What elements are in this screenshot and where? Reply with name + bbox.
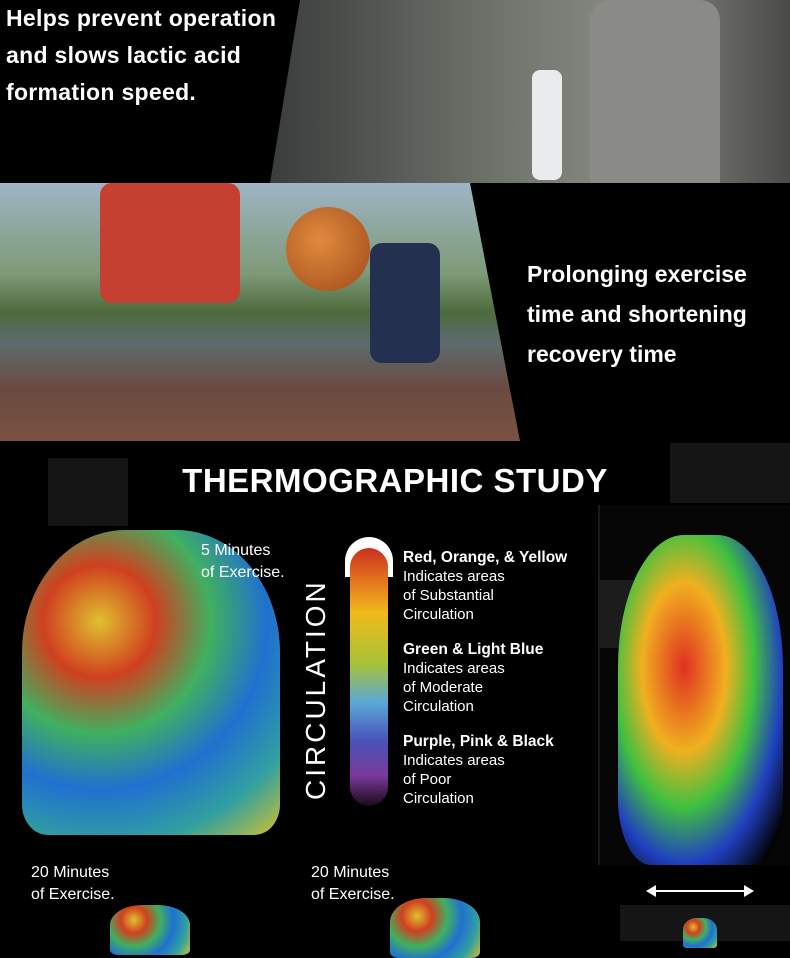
caption-line: time and shortening: [527, 301, 747, 327]
legend-heading: Green & Light Blue: [403, 641, 544, 658]
defender-figure: [370, 243, 440, 363]
caption-line: 20 Minutes: [311, 864, 390, 881]
scale-label: CIRCULATION: [300, 579, 331, 800]
decor-square: [48, 458, 128, 526]
caption-5min: 5 Minutes of Exercise.: [201, 540, 285, 584]
decor-square: [670, 443, 790, 503]
thermal-image-20min-b: [390, 898, 480, 958]
basketball: [286, 207, 370, 291]
legend-line: Circulation: [403, 790, 474, 807]
caption-line: Helps prevent operation: [6, 5, 277, 31]
arrow-right-head-icon: [744, 885, 754, 897]
caption-20min-right: 20 Minutes of Exercise.: [311, 862, 395, 906]
legend-line: Circulation: [403, 698, 474, 715]
caption-20min-left: 20 Minutes of Exercise.: [31, 862, 115, 906]
top-caption: Helps prevent operation and slows lactic…: [6, 0, 276, 111]
middle-caption: Prolonging exercise time and shortening …: [527, 254, 747, 374]
legend-line: of Moderate: [403, 679, 484, 696]
caption-line: of Exercise.: [201, 564, 285, 581]
caption-line: and slows lactic acid: [6, 42, 242, 68]
legend-poor: Purple, Pink & Black Indicates areas of …: [403, 732, 554, 808]
thermal-image-5min: [22, 530, 280, 835]
arrow-left-head-icon: [646, 885, 656, 897]
caption-line: of Exercise.: [31, 886, 115, 903]
legend-line: Circulation: [403, 606, 474, 623]
caption-line: Prolonging exercise: [527, 261, 747, 287]
legend-line: of Substantial: [403, 587, 494, 604]
player-figure: [100, 183, 240, 303]
double-arrow-icon: [652, 890, 748, 892]
gym-photo: [270, 0, 790, 183]
caption-line: of Exercise.: [311, 886, 395, 903]
caption-line: recovery time: [527, 341, 677, 367]
legend-line: Indicates areas: [403, 752, 505, 769]
caption-line: formation speed.: [6, 79, 197, 105]
legend-moderate: Green & Light Blue Indicates areas of Mo…: [403, 640, 543, 716]
basketball-photo: [0, 183, 520, 441]
legend-line: Indicates areas: [403, 660, 505, 677]
water-bottle: [532, 70, 562, 180]
caption-line: 20 Minutes: [31, 864, 110, 881]
athlete-figure: [590, 0, 720, 183]
thermal-image-fullbody: [618, 535, 783, 865]
thermal-image-20min-a: [110, 905, 190, 955]
legend-heading: Red, Orange, & Yellow: [403, 549, 568, 566]
caption-line: 5 Minutes: [201, 542, 271, 559]
circulation-scale-bar: [350, 548, 388, 806]
legend-heading: Purple, Pink & Black: [403, 733, 554, 750]
study-title: THERMOGRAPHIC STUDY: [182, 462, 608, 499]
thermal-image-bottom-right: [683, 918, 717, 948]
legend-line: Indicates areas: [403, 568, 505, 585]
legend-line: of Poor: [403, 771, 452, 788]
legend-high: Red, Orange, & Yellow Indicates areas of…: [403, 548, 567, 624]
